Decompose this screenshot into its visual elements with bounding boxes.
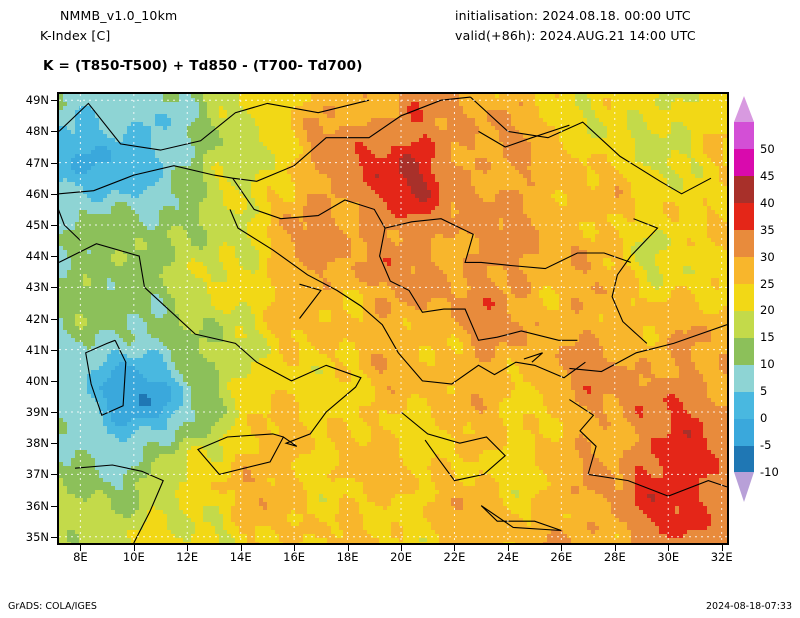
ytick-mark (51, 287, 57, 289)
colorbar-tick-label: 15 (760, 330, 775, 345)
xtick-label: 32E (710, 550, 733, 564)
colorbar-band (734, 229, 754, 258)
colorbar-tick-label: 30 (760, 249, 775, 264)
colorbar-tick-label: 10 (760, 357, 775, 372)
colorbar-tick-label: 20 (760, 303, 775, 318)
ytick-mark (51, 380, 57, 382)
ytick-mark (51, 224, 57, 226)
xtick-mark (133, 545, 135, 551)
ytick-label: 48N (25, 124, 49, 139)
k-index-field (59, 94, 727, 543)
ytick-label: 41N (25, 342, 49, 357)
colorbar-tick-label: 25 (760, 276, 775, 291)
ytick-mark (51, 256, 57, 258)
xtick-mark (240, 545, 242, 551)
xtick-mark (187, 545, 189, 551)
ytick-label: 35N (25, 529, 49, 544)
xtick-mark (721, 545, 723, 551)
ytick-label: 40N (25, 373, 49, 388)
xtick-label: 24E (496, 550, 519, 564)
ytick-mark (51, 100, 57, 102)
xtick-label: 14E (229, 550, 252, 564)
xtick-mark (401, 545, 403, 551)
colorbar-band (734, 202, 754, 231)
k-index-shading (59, 94, 727, 543)
colorbar-band (734, 175, 754, 204)
colorbar-band (734, 418, 754, 446)
footer-credit: GrADS: COLA/IGES (8, 601, 97, 612)
xtick-mark (561, 545, 563, 551)
ytick-mark (51, 505, 57, 507)
ytick-label: 46N (25, 186, 49, 201)
ytick-mark (51, 318, 57, 320)
map-frame (57, 92, 729, 545)
xtick-label: 16E (283, 550, 306, 564)
xtick-label: 18E (336, 550, 359, 564)
colorbar: -10 -5 0 5 10 15 20 25 30 35 40 45 50 (734, 96, 798, 516)
ytick-mark (51, 536, 57, 538)
map-plot-area[interactable] (57, 92, 729, 545)
colorbar-band (734, 445, 754, 473)
xtick-mark (454, 545, 456, 551)
ytick-mark (51, 443, 57, 445)
xtick-mark (80, 545, 82, 551)
colorbar-tick-label: 45 (760, 168, 775, 183)
colorbar-band (734, 337, 754, 365)
colorbar-band (734, 148, 754, 177)
colorbar-band (734, 256, 754, 285)
xtick-label: 28E (603, 550, 626, 564)
valid-time: valid(+86h): 2024.AUG.21 14:00 UTC (455, 28, 696, 43)
colorbar-tick-label: 35 (760, 222, 775, 237)
colorbar-tick-label: -5 (760, 438, 772, 453)
xtick-mark (294, 545, 296, 551)
xtick-mark (668, 545, 670, 551)
ytick-label: 39N (25, 405, 49, 420)
xtick-label: 12E (176, 550, 199, 564)
ytick-mark (51, 412, 57, 414)
xtick-mark (507, 545, 509, 551)
ytick-mark (51, 474, 57, 476)
xtick-label: 10E (122, 550, 145, 564)
ytick-label: 43N (25, 280, 49, 295)
ytick-label: 45N (25, 217, 49, 232)
ytick-mark (51, 193, 57, 195)
xtick-label: 22E (443, 550, 466, 564)
ytick-label: 42N (25, 311, 49, 326)
colorbar-tick-label: 40 (760, 195, 775, 210)
ytick-label: 47N (25, 155, 49, 170)
variable-title: K-Index [C] (40, 28, 111, 43)
ytick-label: 44N (25, 249, 49, 264)
colorbar-under-arrow (734, 472, 754, 502)
ytick-mark (51, 131, 57, 133)
ytick-mark (51, 162, 57, 164)
initialisation-time: initialisation: 2024.08.18. 00:00 UTC (455, 8, 691, 23)
ytick-label: 37N (25, 467, 49, 482)
formula-text: K = (T850-T500) + Td850 - (T700- Td700) (43, 58, 363, 74)
colorbar-band (734, 283, 754, 311)
coastline-and-borders (59, 96, 727, 543)
colorbar-tick-label: 0 (760, 411, 768, 426)
colorbar-tick-label: 5 (760, 384, 768, 399)
xtick-label: 30E (657, 550, 680, 564)
xtick-label: 20E (390, 550, 412, 564)
colorbar-over-arrow (734, 96, 754, 122)
colorbar-band (734, 391, 754, 419)
ytick-mark (51, 349, 57, 351)
footer-timestamp: 2024-08-18-07:33 (705, 601, 792, 612)
ytick-label: 49N (25, 93, 49, 108)
xtick-label: 26E (550, 550, 573, 564)
colorbar-tick-label: 50 (760, 141, 775, 156)
colorbar-band (734, 310, 754, 338)
xtick-mark (347, 545, 349, 551)
colorbar-tick-label: -10 (760, 465, 779, 479)
colorbar-band (734, 122, 754, 150)
colorbar-band (734, 364, 754, 392)
xtick-label: 8E (73, 550, 88, 564)
ytick-label: 36N (25, 498, 49, 513)
model-title: NMMB_v1.0_10km (60, 8, 178, 23)
ytick-label: 38N (25, 436, 49, 451)
xtick-mark (614, 545, 616, 551)
